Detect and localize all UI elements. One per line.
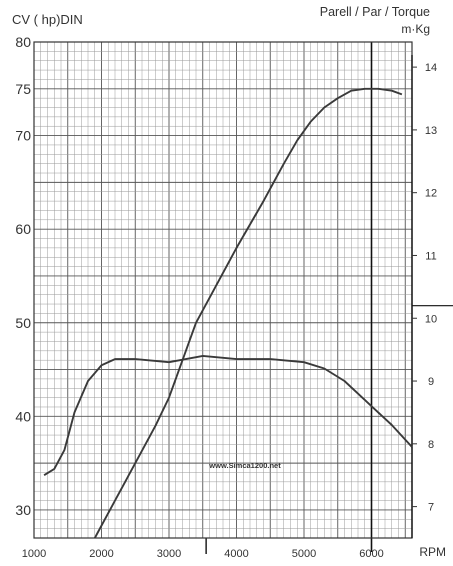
- y-right-tick-label: 8: [428, 439, 434, 451]
- y-left-tick-label: 50: [15, 315, 31, 331]
- y-left-tick-label: 70: [15, 128, 31, 144]
- x-tick-label: 6000: [359, 548, 383, 560]
- series-line: [93, 87, 403, 539]
- y-right-tick-label: 9: [428, 376, 434, 388]
- y-right-tick-label: 10: [425, 313, 437, 325]
- x-tick-label: 2000: [89, 548, 113, 560]
- x-tick-label: 1000: [22, 548, 46, 560]
- y-right-tick-label: 12: [425, 188, 437, 200]
- chart-axes: [33, 41, 413, 539]
- chart-tick-labels: 1000 2000 3000 4000 5000 6000 30 40 50 60 70 75 80 7 8…: [15, 34, 437, 560]
- x-tick-label: 4000: [224, 548, 248, 560]
- y-right-tick-label: 14: [425, 62, 437, 74]
- chart-grid: [33, 41, 453, 554]
- y-right-tick-label: 7: [428, 502, 434, 514]
- watermark-text: www.Simca1200.net: [208, 461, 281, 470]
- y-axis-right-unit: m·Kg: [401, 22, 430, 36]
- y-left-tick-label: 30: [15, 502, 31, 518]
- y-axis-right-title: Parell / Par / Torque: [320, 5, 430, 19]
- y-right-tick-label: 13: [425, 125, 437, 137]
- y-left-tick-label: 80: [15, 34, 31, 50]
- x-axis-title: RPM: [419, 545, 446, 559]
- y-left-tick-label: 60: [15, 221, 31, 237]
- x-tick-label: 5000: [292, 548, 316, 560]
- y-axis-left-title: CV ( hp)DIN: [12, 12, 83, 27]
- series-line: [43, 354, 413, 477]
- y-right-tick-label: 11: [425, 250, 436, 262]
- y-left-tick-label: 40: [15, 408, 31, 424]
- chart-series: [43, 87, 413, 539]
- y-left-tick-label: 75: [15, 81, 31, 97]
- x-tick-label: 3000: [157, 548, 181, 560]
